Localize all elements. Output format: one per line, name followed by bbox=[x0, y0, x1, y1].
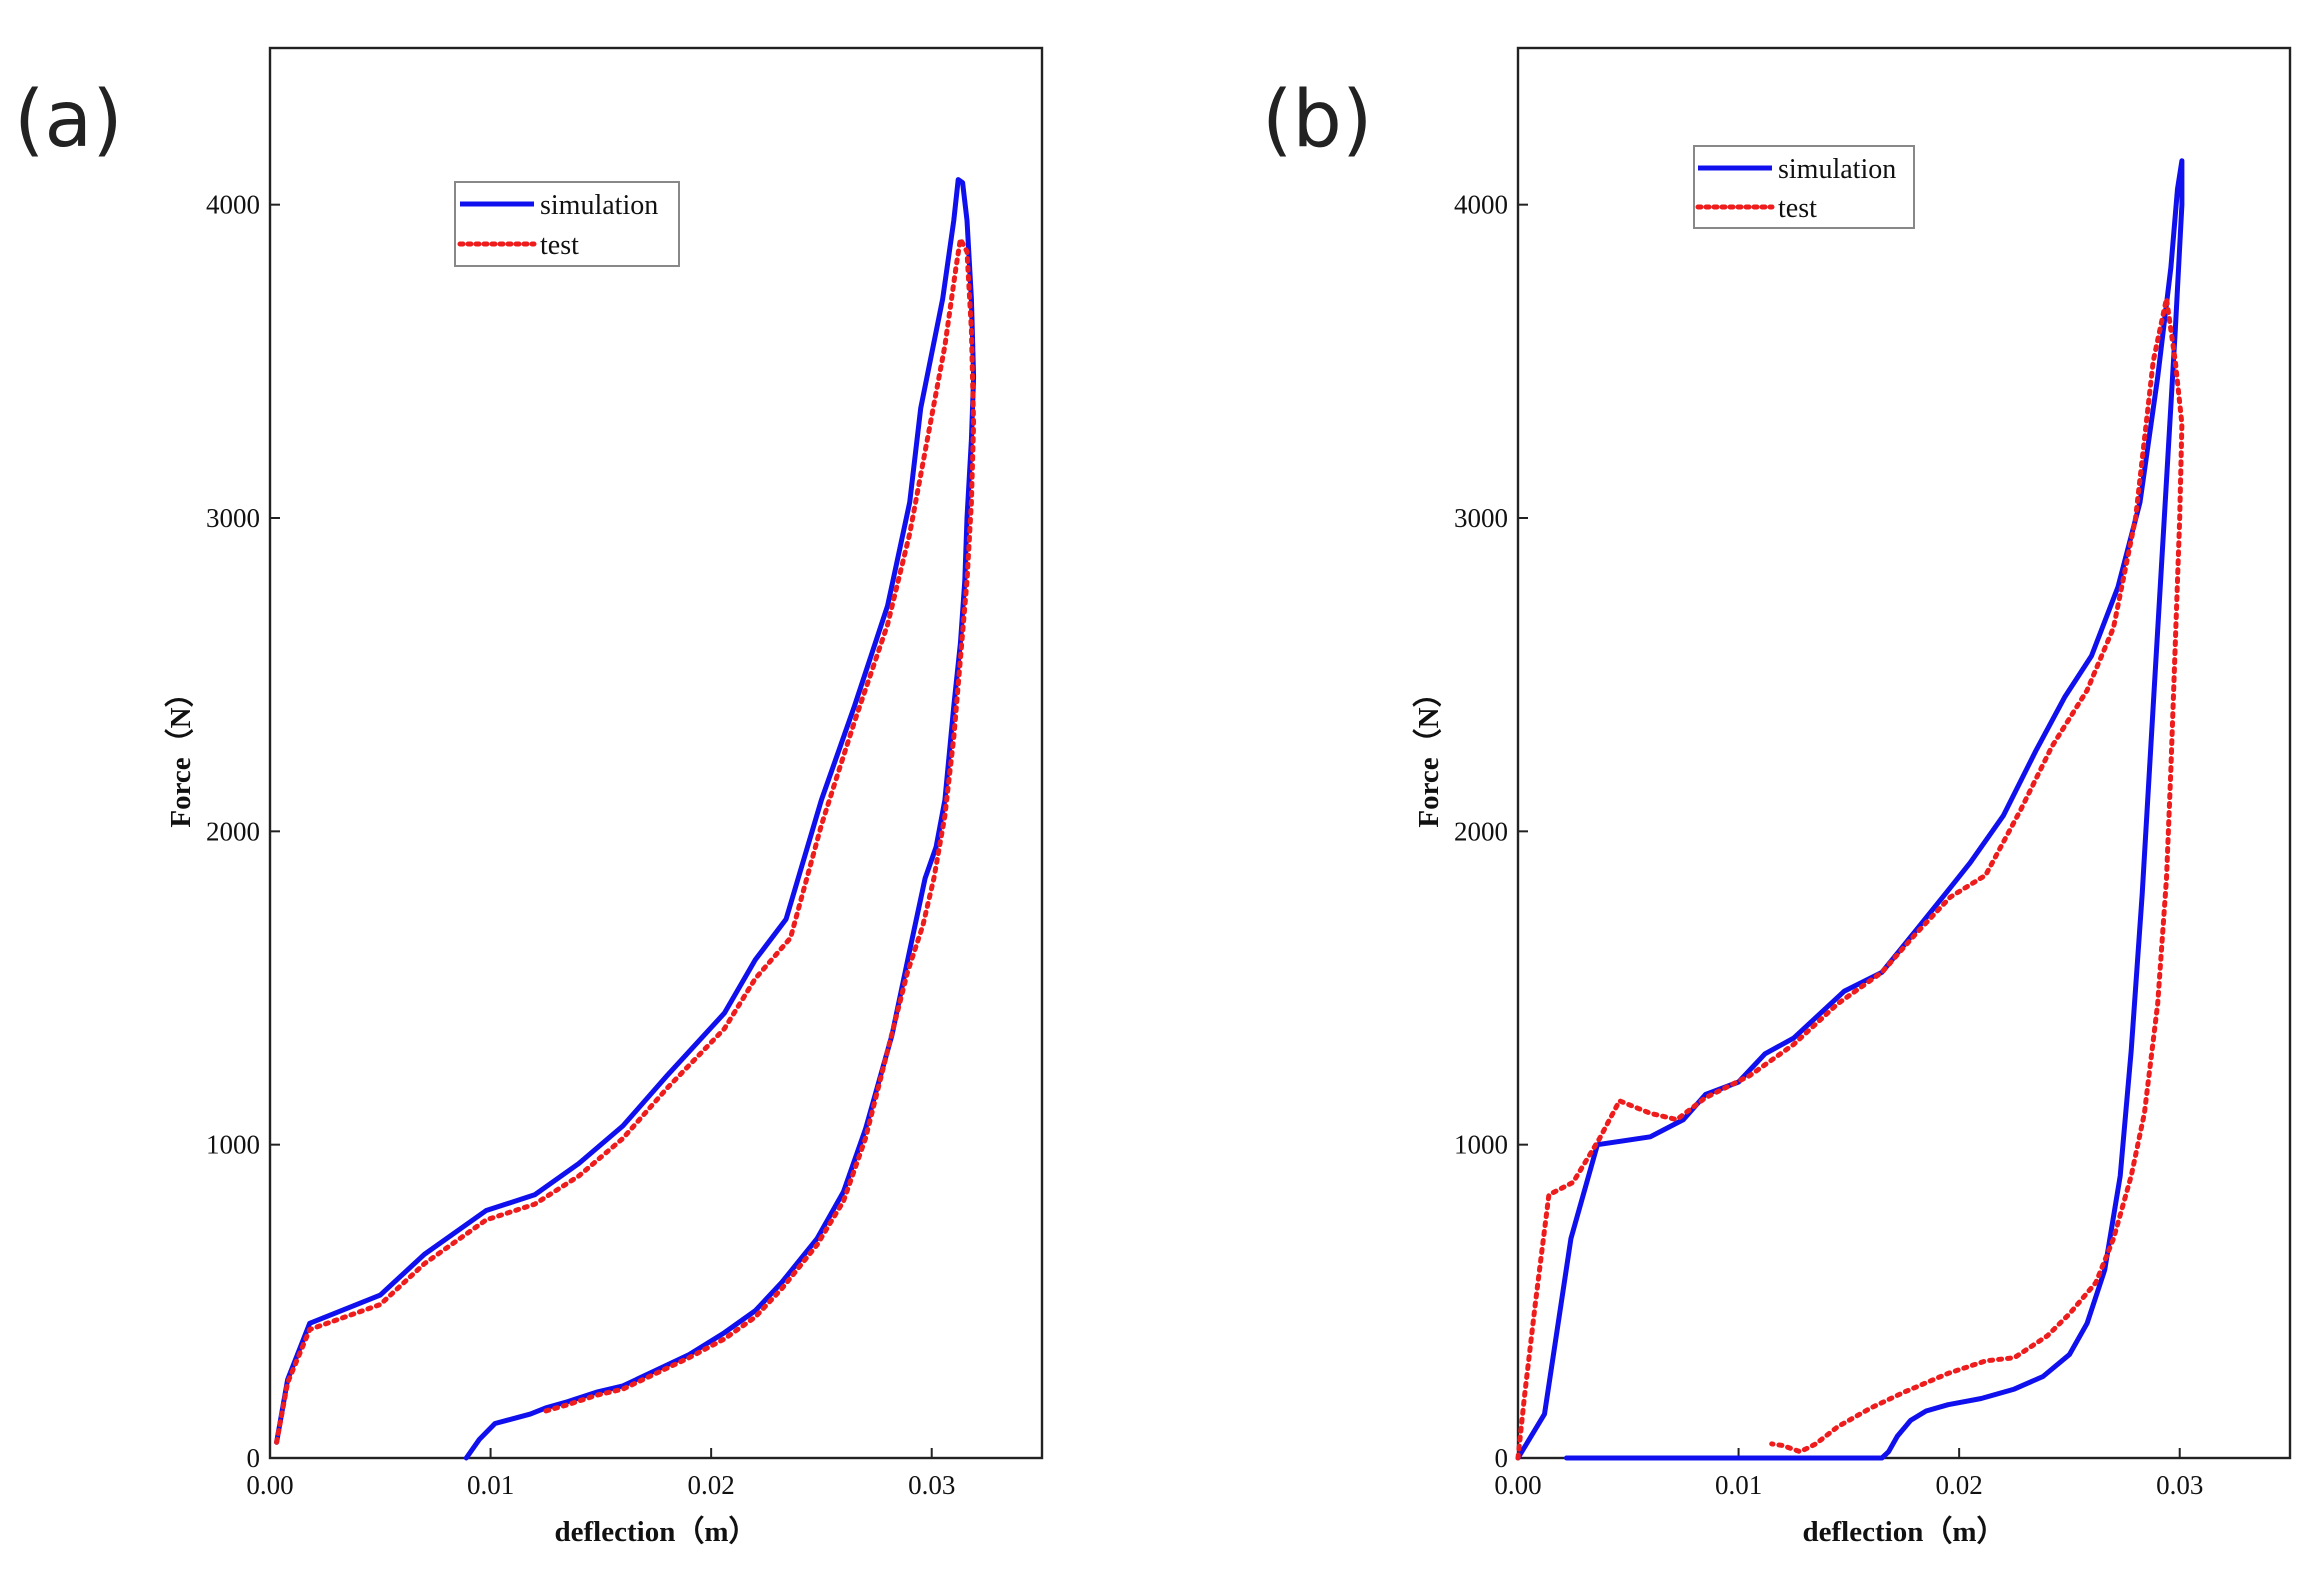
y-tick-label: 0 bbox=[1495, 1443, 1509, 1473]
legend-box-b bbox=[1693, 145, 1915, 229]
legend-b: simulation test bbox=[1693, 145, 1915, 229]
y-tick-label: 2000 bbox=[206, 816, 260, 846]
y-axis-title-b: Force（N） bbox=[1412, 678, 1445, 827]
panel-label-b: (b) bbox=[1262, 75, 1372, 165]
x-axis-title-a: deflection（m） bbox=[555, 1515, 758, 1548]
plot-frame-b bbox=[1516, 46, 2292, 1460]
chart-panel-a: (a) 0.00 0.01 0.02 0.03 0 1000 2000 3000 4000 de… bbox=[14, 46, 1044, 1548]
series-line-test bbox=[1515, 296, 2185, 1461]
x-tick-label: 0.03 bbox=[2156, 1470, 2203, 1500]
x-tick-label: 0.02 bbox=[688, 1470, 735, 1500]
y-tick-label: 3000 bbox=[1454, 503, 1508, 533]
legend-label-test-b: test bbox=[1778, 193, 1817, 224]
legend-box-a bbox=[454, 181, 680, 267]
legend-a: simulation test bbox=[454, 181, 680, 267]
x-tick-label: 0.01 bbox=[467, 1470, 514, 1500]
y-tick-label: 4000 bbox=[206, 190, 260, 220]
chart-panel-b: (b) 0.00 0.01 0.02 0.03 0 1000 2000 3000 4000 de… bbox=[1262, 46, 2292, 1548]
x-tick-label: 0.00 bbox=[246, 1470, 293, 1500]
x-axis-title-b: deflection（m） bbox=[1803, 1515, 2006, 1548]
series-group-a bbox=[274, 177, 977, 1461]
legend-label-simulation-a: simulation bbox=[540, 190, 658, 221]
legend-label-simulation-b: simulation bbox=[1778, 154, 1896, 185]
x-tick-label: 0.00 bbox=[1494, 1470, 1541, 1500]
y-tick-label: 4000 bbox=[1454, 190, 1508, 220]
panel-label-a: (a) bbox=[14, 75, 123, 165]
series-line-simulation bbox=[274, 177, 977, 1461]
y-tick-label: 0 bbox=[247, 1443, 261, 1473]
y-tick-label: 1000 bbox=[206, 1130, 260, 1160]
legend-label-test-a: test bbox=[540, 230, 579, 261]
x-tick-label: 0.03 bbox=[908, 1470, 955, 1500]
y-tick-label: 1000 bbox=[1454, 1130, 1508, 1160]
y-axis-title-a: Force（N） bbox=[164, 678, 197, 827]
y-tick-label: 3000 bbox=[206, 503, 260, 533]
y-tick-label: 2000 bbox=[1454, 816, 1508, 846]
series-line-simulation bbox=[1515, 158, 2185, 1461]
x-tick-label: 0.02 bbox=[1936, 1470, 1983, 1500]
series-line-test bbox=[274, 236, 977, 1445]
axis-ticks-b: 0.00 0.01 0.02 0.03 0 1000 2000 3000 4000 bbox=[1454, 190, 2203, 1500]
x-tick-label: 0.01 bbox=[1715, 1470, 1762, 1500]
plot-frame-a bbox=[268, 46, 1044, 1460]
series-group-b bbox=[1515, 158, 2185, 1461]
axis-ticks-a: 0.00 0.01 0.02 0.03 0 1000 2000 3000 4000 bbox=[206, 190, 955, 1500]
